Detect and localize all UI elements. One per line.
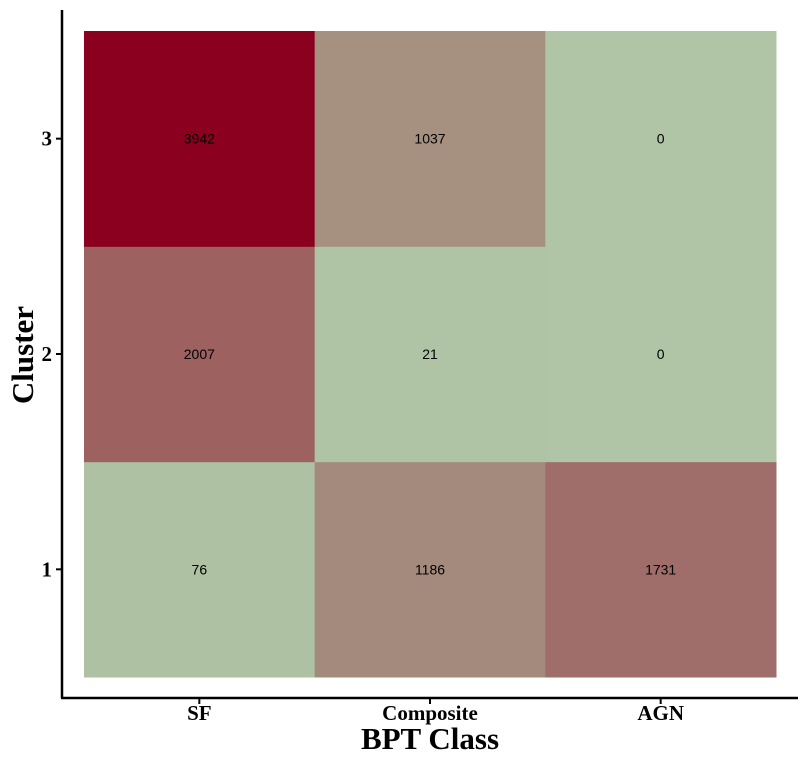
heatmap-cell — [84, 31, 316, 247]
y-axis-ticks: 1 2 3 — [42, 127, 62, 581]
x-tick-label: AGN — [637, 701, 684, 725]
x-tick-label: SF — [187, 701, 212, 725]
heatmap-cell — [84, 461, 316, 678]
x-tick-label: Composite — [382, 701, 478, 725]
x-axis-ticks: SF Composite AGN — [187, 698, 684, 725]
cell-value-label: 2007 — [184, 346, 215, 362]
heatmap-cell — [545, 31, 777, 247]
cell-value-label: 21 — [422, 346, 438, 362]
heatmap-cell — [545, 246, 777, 463]
cell-value-label: 0 — [657, 346, 665, 362]
y-axis-title: Cluster — [5, 306, 40, 404]
heatmap-cell — [314, 461, 546, 678]
cell-value-label: 76 — [192, 561, 208, 577]
cell-value-label: 0 — [657, 131, 665, 147]
cell-value-label: 1731 — [645, 561, 676, 577]
heatmap-cell — [314, 246, 546, 463]
heatmap-cell — [314, 31, 546, 247]
heatmap-cell — [545, 461, 777, 678]
heatmap-cell — [84, 246, 316, 463]
y-tick-label: 1 — [42, 557, 53, 581]
y-tick-label: 3 — [42, 127, 53, 151]
x-axis-title: BPT Class — [361, 721, 499, 756]
heatmap-cell-labels: 76 1186 1731 2007 21 0 3942 1037 0 — [184, 131, 677, 578]
cell-value-label: 3942 — [184, 131, 215, 147]
heatmap-cells — [84, 31, 777, 678]
y-tick-label: 2 — [42, 342, 53, 366]
cell-value-label: 1037 — [414, 131, 445, 147]
cell-value-label: 1186 — [415, 561, 445, 577]
